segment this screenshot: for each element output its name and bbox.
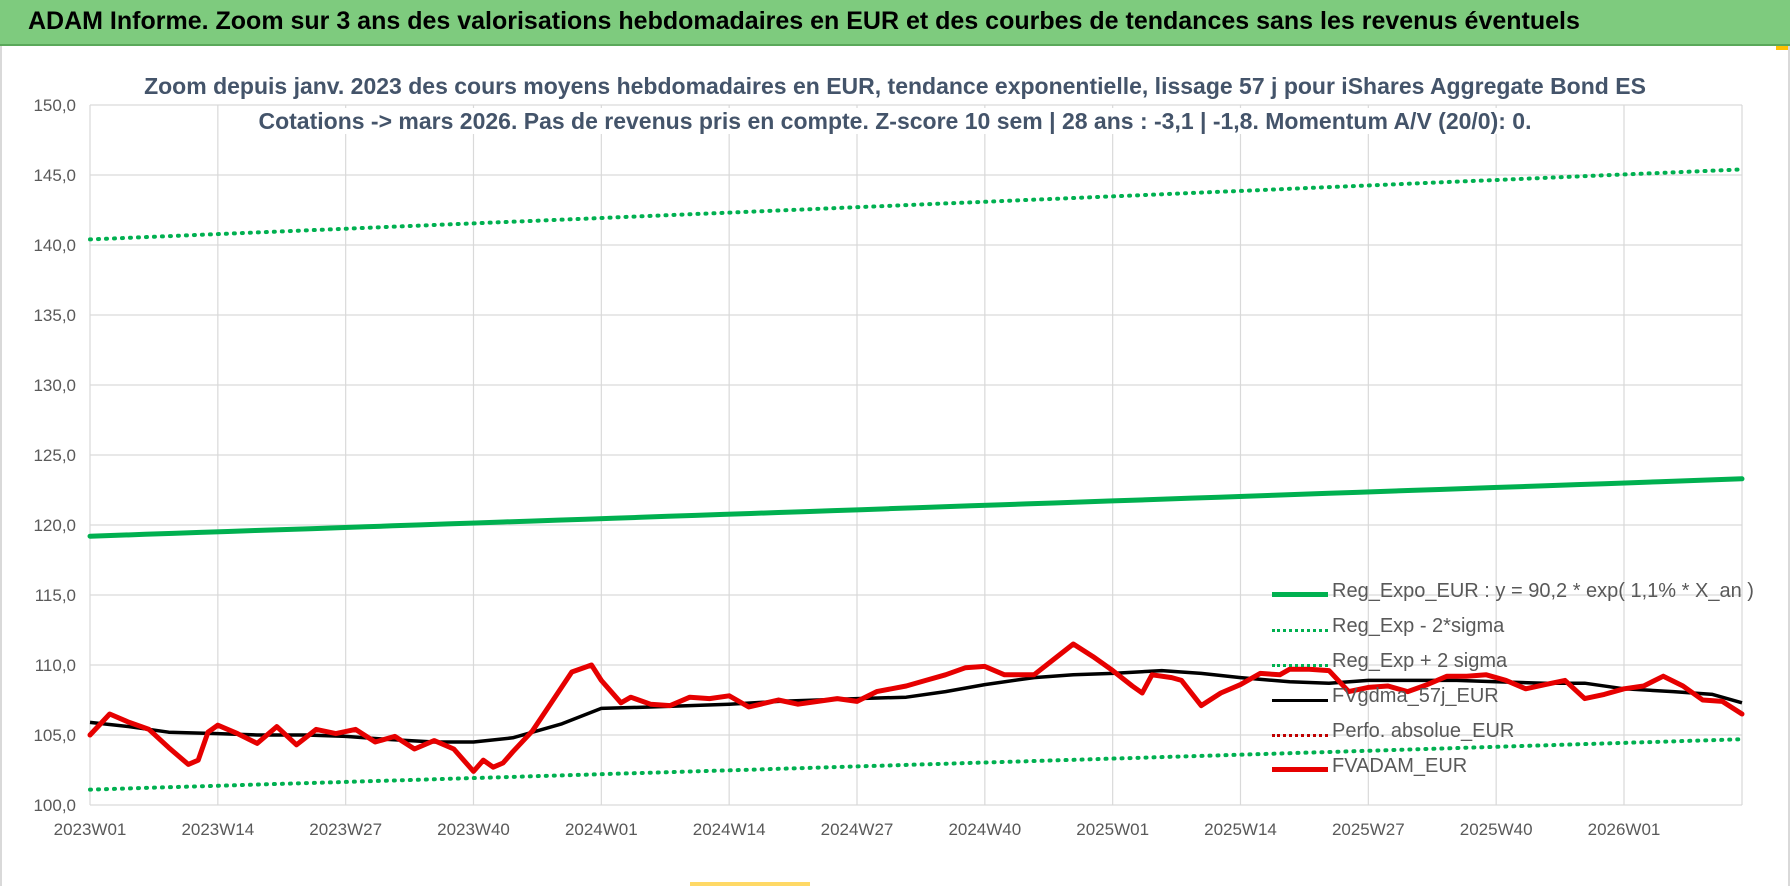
y-tick-label: 150,0 [33, 96, 76, 115]
chart-title: Zoom depuis janv. 2023 des cours moyens … [0, 73, 1790, 100]
x-tick-label: 2023W01 [54, 820, 127, 839]
legend-label: FVADAM_EUR [1332, 755, 1468, 777]
report-title: ADAM Informe. Zoom sur 3 ans des valoris… [28, 7, 1580, 35]
series-line-1 [88, 737, 1744, 792]
x-tick-label: 2024W27 [821, 820, 894, 839]
corner-accent [1776, 46, 1790, 50]
report-banner: ADAM Informe. Zoom sur 3 ans des valoris… [0, 0, 1790, 46]
legend-swatch [1272, 592, 1328, 597]
y-tick-label: 125,0 [33, 446, 76, 465]
x-tick-label: 2025W40 [1460, 820, 1533, 839]
y-tick-label: 120,0 [33, 516, 76, 535]
grid-lines [89, 104, 1743, 806]
legend-label: Perfo. absolue_EUR [1332, 720, 1515, 742]
legend-label: Reg_Expo_EUR : y = 90,2 * exp( 1,1% * X_… [1332, 580, 1754, 602]
y-tick-label: 130,0 [33, 376, 76, 395]
x-tick-label: 2023W27 [309, 820, 382, 839]
x-tick-label: 2025W01 [1076, 820, 1149, 839]
x-tick-label: 2025W27 [1332, 820, 1405, 839]
x-tick-label: 2023W40 [437, 820, 510, 839]
legend-label: Reg_Exp - 2*sigma [1332, 615, 1505, 637]
y-tick-label: 110,0 [35, 656, 76, 675]
series-line-5 [87, 641, 1745, 774]
legend-swatch [1272, 629, 1328, 632]
legend-swatch [1272, 699, 1328, 702]
x-tick-label: 2023W14 [181, 820, 254, 839]
series-line-0 [87, 476, 1745, 539]
x-tick-label: 2024W01 [565, 820, 638, 839]
y-tick-label: 100,0 [33, 796, 76, 815]
y-tick-label: 140,0 [33, 236, 76, 255]
series-line-2 [88, 167, 1744, 242]
x-tick-label: 2025W14 [1204, 820, 1277, 839]
chart-subtitle-text: Cotations -> mars 2026. Pas de revenus p… [254, 108, 1536, 134]
y-tick-label: 145,0 [33, 166, 76, 185]
y-tick-label: 105,0 [33, 726, 76, 745]
legend-label: Reg_Exp + 2 sigma [1332, 650, 1508, 672]
y-axis-ticks: 100,0 105,0 110,0 115,0 120,0 125,0 130,0 135,0… [33, 96, 76, 815]
x-axis-ticks: 2023W01 2023W14 2023W27 2023W40 2024W01 2024W… [54, 820, 1661, 839]
legend-swatch [1272, 767, 1328, 772]
chart-subtitle: Cotations -> mars 2026. Pas de revenus p… [0, 108, 1790, 135]
bottom-accent [690, 882, 810, 886]
legend-swatch [1272, 734, 1328, 737]
x-tick-label: 2026W01 [1588, 820, 1661, 839]
y-tick-label: 115,0 [35, 586, 76, 605]
series-layer [87, 167, 1745, 792]
x-tick-label: 2024W40 [948, 820, 1021, 839]
chart-title-text: Zoom depuis janv. 2023 des cours moyens … [140, 73, 1650, 99]
legend-swatch [1272, 664, 1328, 667]
y-tick-label: 135,0 [33, 306, 76, 325]
x-tick-label: 2024W14 [693, 820, 766, 839]
chart-frame [0, 46, 1790, 886]
legend-label: FVgdma_57j_EUR [1332, 685, 1499, 707]
